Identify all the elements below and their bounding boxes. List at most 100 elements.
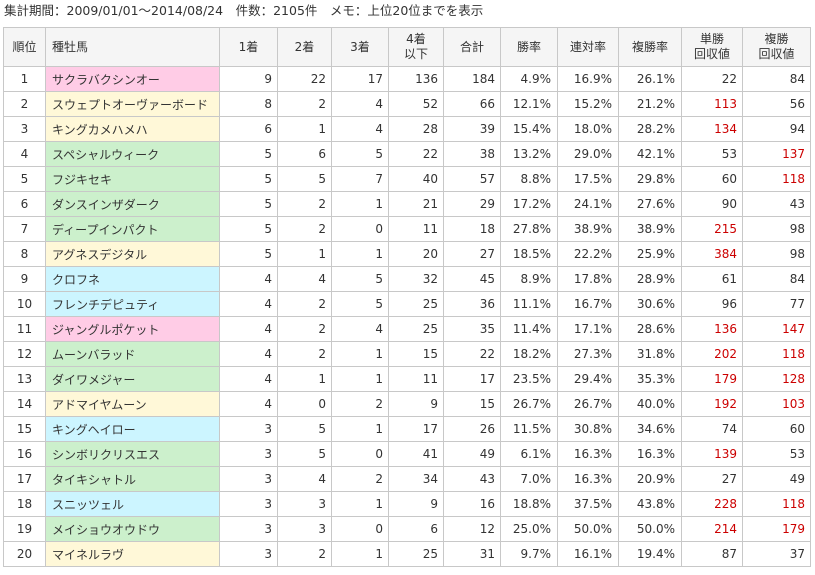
table-row: 1 サクラバクシンオー 9 22 17 136 184 4.9% 16.9% 26.1% 22 84 bbox=[3, 66, 811, 92]
top3-rate-cell: 38.9% bbox=[618, 216, 682, 242]
sire-name-cell: スペシャルウィーク bbox=[45, 141, 220, 167]
table-row: 2 スウェプトオーヴァーボード 8 2 4 52 66 12.1% 15.2% 21.2% 113 5… bbox=[3, 91, 811, 117]
total-count-cell: 12 bbox=[443, 516, 501, 542]
fourth-below-count-cell: 9 bbox=[388, 491, 444, 517]
sire-name-cell: アドマイヤムーン bbox=[45, 391, 220, 417]
first-count-cell: 4 bbox=[219, 266, 278, 292]
table-row: 14 アドマイヤムーン 4 0 2 9 15 26.7% 26.7% 40.0% 192 103 bbox=[3, 391, 811, 417]
win-return-cell: 96 bbox=[681, 291, 743, 317]
fourth-below-count-cell: 32 bbox=[388, 266, 444, 292]
sire-name-cell: タイキシャトル bbox=[45, 466, 220, 492]
win-return-cell: 179 bbox=[681, 366, 743, 392]
sire-name-cell: ムーンバラッド bbox=[45, 341, 220, 367]
second-count-cell: 2 bbox=[277, 541, 332, 567]
second-count-cell: 5 bbox=[277, 416, 332, 442]
first-count-cell: 5 bbox=[219, 166, 278, 192]
fourth-below-count-cell: 136 bbox=[388, 66, 444, 92]
win-return-cell: 53 bbox=[681, 141, 743, 167]
win-return-cell: 61 bbox=[681, 266, 743, 292]
place-return-cell: 118 bbox=[742, 341, 811, 367]
top3-rate-cell: 50.0% bbox=[618, 516, 682, 542]
second-count-cell: 2 bbox=[277, 191, 332, 217]
header-third: 3着 bbox=[331, 27, 389, 67]
win-rate-cell: 18.8% bbox=[500, 491, 558, 517]
fourth-below-count-cell: 11 bbox=[388, 216, 444, 242]
win-return-cell: 27 bbox=[681, 466, 743, 492]
total-count-cell: 26 bbox=[443, 416, 501, 442]
fourth-below-count-cell: 6 bbox=[388, 516, 444, 542]
table-row: 13 ダイワメジャー 4 1 1 11 17 23.5% 29.4% 35.3% 179 128 bbox=[3, 366, 811, 392]
fourth-below-count-cell: 40 bbox=[388, 166, 444, 192]
second-count-cell: 1 bbox=[277, 241, 332, 267]
third-count-cell: 5 bbox=[331, 266, 389, 292]
second-count-cell: 2 bbox=[277, 291, 332, 317]
third-count-cell: 7 bbox=[331, 166, 389, 192]
fourth-below-count-cell: 25 bbox=[388, 316, 444, 342]
fourth-below-count-cell: 25 bbox=[388, 541, 444, 567]
sire-name-cell: キングカメハメハ bbox=[45, 116, 220, 142]
rank-cell: 13 bbox=[3, 366, 46, 392]
third-count-cell: 0 bbox=[331, 441, 389, 467]
rank-cell: 5 bbox=[3, 166, 46, 192]
third-count-cell: 4 bbox=[331, 116, 389, 142]
first-count-cell: 4 bbox=[219, 366, 278, 392]
place-return-cell: 98 bbox=[742, 216, 811, 242]
top2-rate-cell: 17.8% bbox=[557, 266, 619, 292]
table-row: 11 ジャングルポケット 4 2 4 25 35 11.4% 17.1% 28.6% 136 147 bbox=[3, 316, 811, 342]
sire-name-cell: フレンチデピュティ bbox=[45, 291, 220, 317]
second-count-cell: 1 bbox=[277, 366, 332, 392]
rank-cell: 1 bbox=[3, 66, 46, 92]
top2-rate-cell: 50.0% bbox=[557, 516, 619, 542]
win-rate-cell: 11.1% bbox=[500, 291, 558, 317]
win-rate-cell: 25.0% bbox=[500, 516, 558, 542]
place-return-cell: 84 bbox=[742, 66, 811, 92]
header-first: 1着 bbox=[219, 27, 278, 67]
win-rate-cell: 12.1% bbox=[500, 91, 558, 117]
win-return-cell: 214 bbox=[681, 516, 743, 542]
total-count-cell: 31 bbox=[443, 541, 501, 567]
top2-rate-cell: 24.1% bbox=[557, 191, 619, 217]
win-return-cell: 87 bbox=[681, 541, 743, 567]
second-count-cell: 3 bbox=[277, 491, 332, 517]
first-count-cell: 5 bbox=[219, 141, 278, 167]
win-rate-cell: 9.7% bbox=[500, 541, 558, 567]
second-count-cell: 6 bbox=[277, 141, 332, 167]
top2-rate-cell: 17.5% bbox=[557, 166, 619, 192]
win-rate-cell: 11.5% bbox=[500, 416, 558, 442]
third-count-cell: 4 bbox=[331, 91, 389, 117]
top2-rate-cell: 16.1% bbox=[557, 541, 619, 567]
total-count-cell: 38 bbox=[443, 141, 501, 167]
sire-name-cell: ダイワメジャー bbox=[45, 366, 220, 392]
rank-cell: 10 bbox=[3, 291, 46, 317]
top3-rate-cell: 19.4% bbox=[618, 541, 682, 567]
second-count-cell: 22 bbox=[277, 66, 332, 92]
top3-rate-cell: 20.9% bbox=[618, 466, 682, 492]
fourth-below-count-cell: 9 bbox=[388, 391, 444, 417]
fourth-below-count-cell: 11 bbox=[388, 366, 444, 392]
fourth-below-count-cell: 22 bbox=[388, 141, 444, 167]
header-rank: 順位 bbox=[3, 27, 46, 67]
header-top2-rate: 連対率 bbox=[557, 27, 619, 67]
first-count-cell: 3 bbox=[219, 416, 278, 442]
top3-rate-cell: 28.2% bbox=[618, 116, 682, 142]
place-return-cell: 60 bbox=[742, 416, 811, 442]
first-count-cell: 3 bbox=[219, 491, 278, 517]
first-count-cell: 8 bbox=[219, 91, 278, 117]
third-count-cell: 2 bbox=[331, 466, 389, 492]
rank-cell: 16 bbox=[3, 441, 46, 467]
header-win-return: 単勝 回収値 bbox=[681, 27, 743, 67]
win-rate-cell: 18.2% bbox=[500, 341, 558, 367]
rank-cell: 11 bbox=[3, 316, 46, 342]
table-row: 16 シンボリクリスエス 3 5 0 41 49 6.1% 16.3% 16.3% 139 53 bbox=[3, 441, 811, 467]
rank-cell: 6 bbox=[3, 191, 46, 217]
win-rate-cell: 4.9% bbox=[500, 66, 558, 92]
fourth-below-count-cell: 17 bbox=[388, 416, 444, 442]
place-return-cell: 49 bbox=[742, 466, 811, 492]
win-return-cell: 139 bbox=[681, 441, 743, 467]
top2-rate-cell: 30.8% bbox=[557, 416, 619, 442]
second-count-cell: 2 bbox=[277, 91, 332, 117]
third-count-cell: 17 bbox=[331, 66, 389, 92]
fourth-below-count-cell: 20 bbox=[388, 241, 444, 267]
first-count-cell: 3 bbox=[219, 516, 278, 542]
top3-rate-cell: 31.8% bbox=[618, 341, 682, 367]
